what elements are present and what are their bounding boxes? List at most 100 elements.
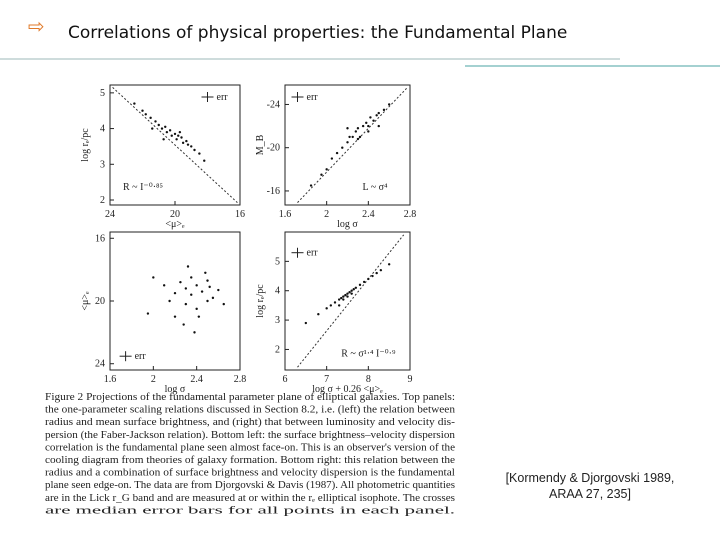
data-point — [350, 292, 353, 295]
data-point — [165, 130, 169, 134]
data-point — [367, 277, 370, 281]
bullet-arrow: ⇨ — [28, 14, 45, 38]
caption-line: cooling diagram from theories of galaxy … — [45, 455, 456, 466]
x-tick-label: 2.4 — [362, 209, 375, 220]
data-point — [157, 123, 160, 127]
y-axis-label: log rₑ/pc — [255, 284, 266, 318]
data-point — [356, 137, 360, 141]
panel: 24 20 16 2 3 4 5 <μ>ₑ log rₑ/pc R ~ I⁻⁰·⁸⁵ err — [80, 84, 245, 230]
caption-line: are median error bars for all points in … — [45, 505, 455, 516]
data-point — [335, 151, 339, 155]
data-point — [186, 265, 190, 268]
y-tick-label: 3 — [275, 315, 280, 326]
caption: Figure 2 Projections of the fundamental … — [45, 392, 456, 516]
y-axis-label: <μ>ₑ — [80, 291, 91, 311]
data-point — [168, 129, 172, 132]
y-tick-label: 5 — [100, 88, 105, 99]
data-point — [200, 290, 204, 293]
data-point — [341, 146, 344, 149]
fit-line — [297, 87, 408, 203]
data-point — [190, 145, 193, 148]
caption-line: the one-parameter scaling relations disc… — [45, 405, 455, 416]
y-tick-label: 16 — [95, 233, 105, 244]
panel: 6 7 8 9 2 3 4 5 log σ + 0.26 <μ>ₑ log rₑ/pc R ~ σ¹… — [255, 231, 413, 395]
x-tick-label: 7 — [324, 374, 329, 385]
data-point — [317, 313, 320, 316]
panel: 1.6 2 2.4 2.8 16 20 24 log σ <μ>ₑ err — [80, 231, 246, 395]
data-point — [342, 298, 345, 301]
data-point — [361, 124, 365, 128]
data-point — [387, 263, 391, 266]
x-tick-label: 24 — [105, 209, 115, 220]
data-point — [379, 268, 383, 272]
data-point — [387, 103, 391, 106]
data-point — [186, 143, 190, 146]
x-tick-label: 9 — [408, 374, 413, 385]
data-point — [146, 312, 150, 315]
caption-line: correlation is the fundamental plane see… — [45, 442, 456, 453]
y-tick-label: 24 — [95, 359, 105, 370]
x-axis-label: <μ>ₑ — [165, 219, 185, 230]
data-point — [325, 168, 328, 171]
data-point — [211, 296, 215, 300]
data-point — [206, 299, 209, 303]
data-point — [382, 108, 386, 112]
data-point — [367, 130, 370, 133]
data-point — [190, 276, 193, 279]
data-point — [203, 159, 206, 162]
x-tick-label: 20 — [170, 209, 180, 220]
data-point — [350, 289, 353, 292]
annotation: R ~ σ¹·⁴ I⁻⁰·⁹ — [341, 348, 396, 359]
data-point — [184, 302, 188, 306]
x-tick-label: 2 — [151, 374, 156, 385]
data-point — [344, 293, 347, 297]
panel-frame — [284, 231, 411, 371]
caption-line: persion (the Faber-Jackson relation). Bo… — [45, 430, 455, 441]
data-point — [182, 323, 185, 326]
data-point — [346, 141, 349, 144]
y-tick-label: -16 — [267, 186, 280, 197]
y-tick-label: 4 — [100, 124, 105, 135]
data-point — [329, 304, 333, 307]
y-tick-label: 20 — [95, 296, 105, 307]
data-point — [333, 301, 337, 304]
data-point — [206, 279, 209, 282]
panel: 1.6 2 2.4 2.8 -24 -20 -16 log σ M_B L ~ σ⁴ err — [255, 84, 417, 230]
data-point — [178, 130, 182, 134]
data-point — [195, 284, 198, 287]
x-axis-label: log σ — [165, 384, 186, 395]
data-point — [144, 113, 147, 116]
y-axis-label: M_B — [255, 134, 266, 155]
data-point — [346, 295, 349, 298]
data-point — [154, 120, 157, 123]
data-point — [320, 173, 323, 176]
data-point — [190, 293, 193, 296]
caption-line: Figure 2 Projections of the fundamental … — [45, 392, 455, 403]
data-point — [309, 184, 313, 187]
fit-line — [112, 87, 238, 203]
caption-line: are in the Lick r_G band and are measure… — [45, 493, 455, 504]
data-point — [358, 283, 362, 287]
data-point — [354, 286, 358, 289]
y-tick-label: 2 — [275, 344, 280, 355]
x-tick-label: 8 — [366, 374, 371, 385]
data-point — [195, 307, 198, 311]
data-point — [151, 127, 154, 130]
data-point — [367, 124, 370, 128]
data-point — [162, 284, 166, 287]
data-point — [133, 102, 136, 105]
data-point — [369, 116, 372, 119]
data-point — [177, 134, 180, 137]
data-point — [377, 124, 380, 128]
panel-frame — [284, 84, 411, 206]
fit-line — [297, 234, 405, 368]
data-point — [193, 148, 196, 152]
annotation: err — [135, 351, 147, 362]
data-point — [168, 299, 171, 303]
x-tick-label: 1.6 — [104, 374, 117, 385]
x-tick-label: 2.8 — [404, 209, 417, 220]
data-point — [362, 280, 366, 284]
y-tick-label: 2 — [100, 195, 105, 206]
data-point — [375, 271, 378, 275]
